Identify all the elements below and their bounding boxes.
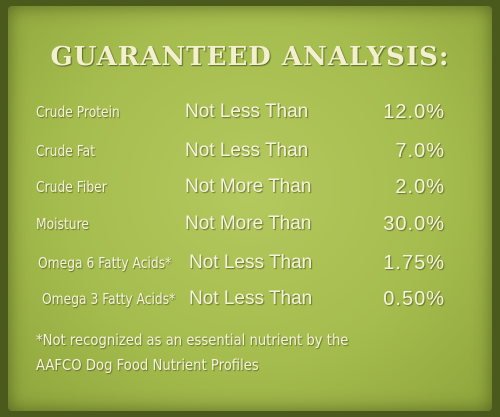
- qualifier: Not Less Than: [185, 101, 309, 122]
- amount: 7.0%: [395, 140, 445, 162]
- title: GUARANTEED ANALYSIS:: [50, 42, 450, 72]
- nutrient-name: Crude Fiber: [36, 178, 107, 196]
- nutrient-name: Crude Protein: [36, 103, 120, 121]
- footnote-line: *Not recognized as an essential nutrient…: [36, 331, 349, 349]
- qualifier: Not Less Than: [185, 140, 309, 161]
- qualifier: Not Less Than: [189, 288, 313, 309]
- qualifier: Not Less Than: [189, 252, 313, 273]
- amount: 30.0%: [383, 213, 445, 235]
- footnote-line: AAFCO Dog Food Nutrient Profiles: [36, 356, 259, 374]
- nutrient-name: Crude Fat: [36, 142, 96, 160]
- qualifier: Not More Than: [185, 176, 312, 197]
- amount: 0.50%: [383, 288, 445, 310]
- nutrient-name: Omega 3 Fatty Acids*: [42, 290, 176, 308]
- nutrient-name: Moisture: [36, 215, 89, 233]
- amount: 1.75%: [383, 252, 445, 274]
- nutrient-name: Omega 6 Fatty Acids*: [38, 254, 172, 272]
- amount: 12.0%: [383, 101, 445, 123]
- amount: 2.0%: [395, 176, 445, 198]
- qualifier: Not More Than: [185, 213, 312, 234]
- label-panel: [8, 6, 492, 411]
